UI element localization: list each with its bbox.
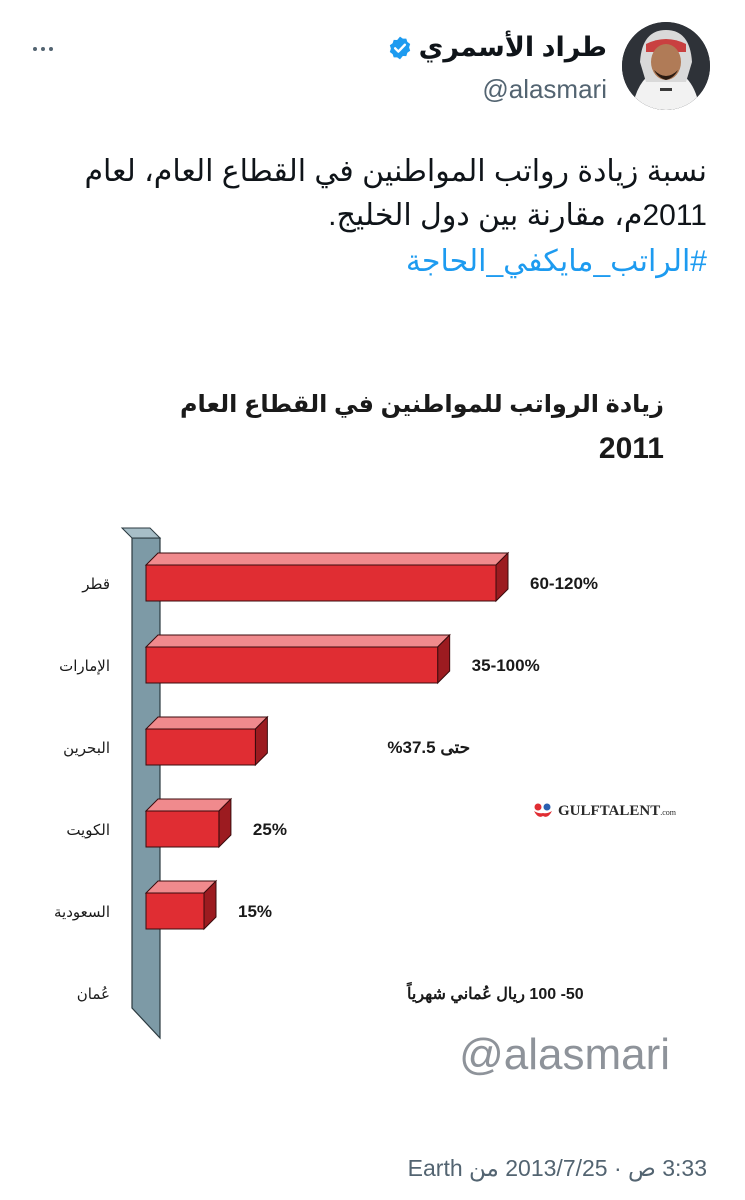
- gulftalent-logo: GULFTALENT.com: [532, 802, 676, 820]
- data-label: 35-100%: [472, 656, 540, 675]
- axis-wall-top: [120, 527, 162, 539]
- data-label: 25%: [253, 820, 287, 839]
- bar: [145, 810, 220, 848]
- axis-wall: [131, 537, 161, 1040]
- hashtag-link[interactable]: #الراتب_مايكفي_الحاجة: [405, 245, 707, 278]
- author-display-name[interactable]: طراد الأسمري: [418, 32, 607, 62]
- bar-top: [144, 634, 451, 648]
- verified-badge-icon: [389, 36, 410, 59]
- data-label: 15%: [238, 902, 272, 921]
- bar-top: [144, 716, 269, 730]
- tweet-media-image[interactable]: زيادة الرواتب للمواطنين في القطاع العام …: [32, 340, 712, 1120]
- category-label: البحرين: [63, 739, 110, 757]
- data-label: حتى 37.5%: [387, 738, 470, 757]
- category-label: عُمان: [77, 985, 110, 1003]
- bar-top: [144, 552, 510, 566]
- more-options-icon[interactable]: [28, 34, 58, 64]
- tweet-timestamp[interactable]: 3:33 ص · 2013/7/25 من Earth: [407, 1155, 707, 1181]
- chart-title: زيادة الرواتب للمواطنين في القطاع العام: [179, 391, 664, 418]
- bar-chart: 60-120% قطر 35-100% الإمارات حتى 37.5% البحري…: [54, 527, 598, 1040]
- bar: [145, 728, 256, 766]
- category-label: قطر: [81, 575, 110, 593]
- author-handle[interactable]: @alasmari: [482, 74, 607, 104]
- bar: [145, 892, 205, 930]
- bar-top: [144, 798, 233, 812]
- data-label: 60-120%: [530, 574, 598, 593]
- bar: [145, 646, 439, 684]
- chart-year: 2011: [598, 432, 664, 465]
- category-label: الإمارات: [59, 657, 110, 675]
- category-label: السعودية: [54, 903, 110, 921]
- gulftalent-logo-text: GULFTALENT: [557, 802, 661, 819]
- gulftalent-logo-suffix: .com: [660, 807, 676, 817]
- avatar[interactable]: [622, 22, 710, 110]
- data-label: 50- 100 ريال عُماني شهرياً: [406, 981, 584, 1004]
- tweet-text: نسبة زيادة رواتب المواطنين في القطاع الع…: [84, 155, 707, 232]
- category-label: الكويت: [66, 821, 110, 839]
- gulftalent-logo-icon: [533, 803, 552, 817]
- watermark: @alasmari: [459, 1030, 670, 1079]
- bar: [145, 564, 497, 602]
- author-name-row: طراد الأسمري: [387, 32, 607, 63]
